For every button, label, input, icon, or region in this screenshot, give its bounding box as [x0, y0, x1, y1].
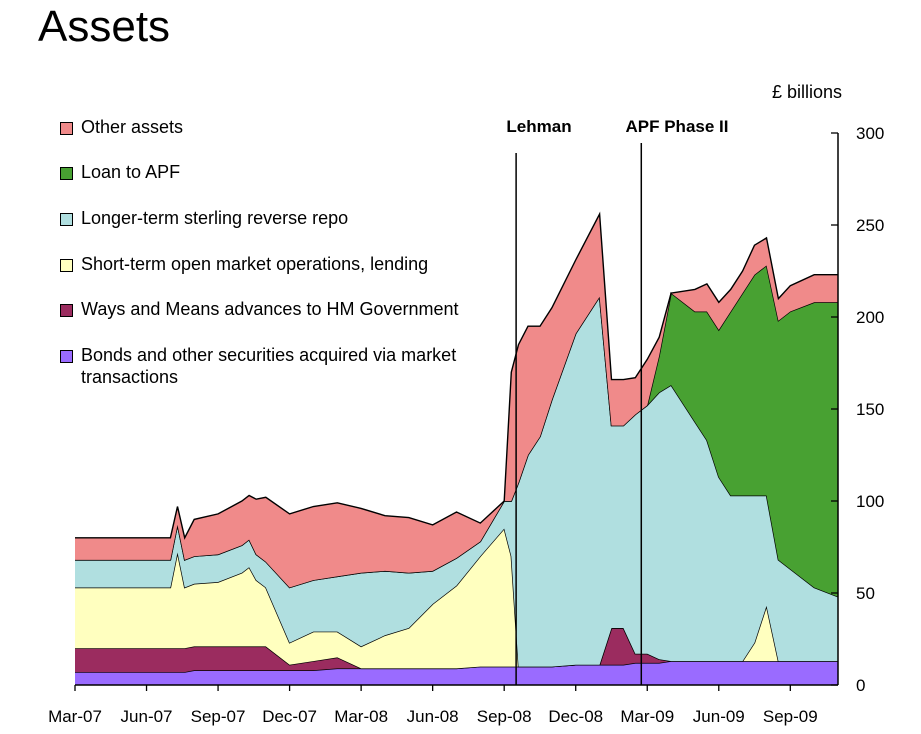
legend-label: Bonds and other securities acquired via … — [81, 345, 457, 387]
y-tick-label: 200 — [856, 308, 884, 327]
x-tick-label: Sep-08 — [477, 707, 532, 726]
legend-label: Loan to APF — [81, 162, 181, 182]
x-tick-label: Jun-09 — [693, 707, 745, 726]
x-tick-label: Mar-08 — [334, 707, 388, 726]
legend-label: Short-term open market operations, lendi… — [81, 254, 429, 274]
x-tick-label: Sep-07 — [191, 707, 246, 726]
y-tick-label: 250 — [856, 216, 884, 235]
x-tick-label: Mar-09 — [620, 707, 674, 726]
event-label: Lehman — [506, 117, 571, 136]
legend-item: Other assets — [60, 116, 531, 138]
area-series-2 — [75, 628, 838, 673]
legend-item: Short-term open market operations, lendi… — [60, 253, 531, 275]
legend-label: Longer-term sterling reverse repo — [81, 208, 349, 228]
area-outline-6 — [75, 211, 838, 540]
legend-label: Other assets — [81, 117, 184, 137]
y-tick-label: 150 — [856, 400, 884, 419]
event-label: APF Phase II — [626, 117, 729, 136]
legend-swatch — [60, 304, 73, 317]
legend-item: Loan to APF — [60, 161, 531, 183]
x-tick-label: Dec-07 — [262, 707, 317, 726]
legend-item: Ways and Means advances to HM Government — [60, 298, 531, 320]
y-tick-label: 50 — [856, 584, 875, 603]
unit-label: £ billions — [772, 82, 843, 102]
y-tick-label: 100 — [856, 492, 884, 511]
x-tick-label: Jun-08 — [407, 707, 459, 726]
area-series-6 — [75, 214, 838, 588]
x-tick-label: Dec-08 — [548, 707, 603, 726]
area-series-4 — [75, 296, 838, 667]
x-tick-label: Mar-07 — [48, 707, 102, 726]
legend-swatch — [60, 350, 73, 363]
legend-swatch — [60, 167, 73, 180]
legend-swatch — [60, 259, 73, 272]
x-tick-label: Sep-09 — [763, 707, 818, 726]
legend-label: Ways and Means advances to HM Government — [81, 299, 459, 319]
legend-swatch — [60, 122, 73, 135]
x-tick-label: Jun-07 — [121, 707, 173, 726]
legend-item: Bonds and other securities acquired via … — [60, 344, 531, 388]
chart-title: Assets — [38, 2, 171, 51]
area-series-5 — [75, 265, 838, 597]
area-series-1 — [75, 661, 838, 685]
legend-item: Longer-term sterling reverse repo — [60, 207, 531, 229]
legend-swatch — [60, 213, 73, 226]
y-tick-label: 300 — [856, 124, 884, 143]
area-series-3 — [75, 528, 838, 669]
y-tick-label: 0 — [856, 676, 865, 695]
